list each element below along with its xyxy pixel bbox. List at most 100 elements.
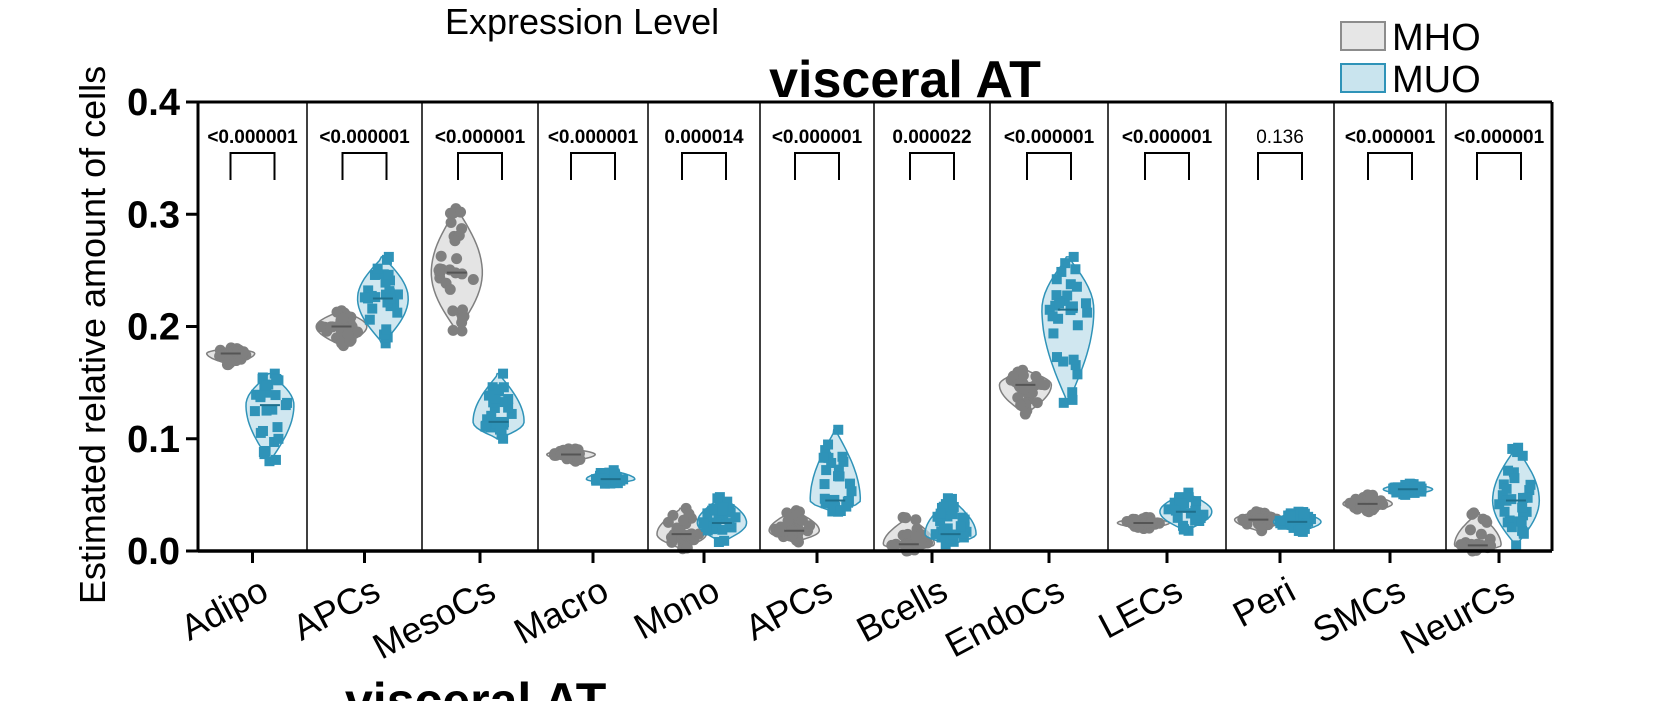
panel-mesocs: <0.000001 xyxy=(430,127,526,444)
point-mho xyxy=(774,525,786,537)
point-muo xyxy=(930,529,941,540)
point-muo xyxy=(259,449,270,460)
significance-bracket xyxy=(457,152,503,180)
point-muo xyxy=(1170,505,1181,516)
point-muo xyxy=(1409,487,1420,498)
point-muo xyxy=(1301,518,1312,529)
point-muo xyxy=(717,524,728,535)
y-axis: 0.0 0.1 0.2 0.3 0.4 xyxy=(127,82,200,573)
point-muo xyxy=(819,493,830,504)
point-muo xyxy=(1183,492,1194,503)
significance-bracket xyxy=(681,152,727,180)
point-muo xyxy=(1058,356,1069,367)
panel-adipo: <0.000001 xyxy=(205,127,298,467)
point-muo xyxy=(1060,258,1071,269)
point-muo xyxy=(730,512,741,523)
point-muo xyxy=(1178,524,1189,535)
point-muo xyxy=(948,501,959,512)
p-value-label: <0.000001 xyxy=(772,127,863,148)
point-muo xyxy=(380,338,391,349)
point-mho xyxy=(1237,513,1249,525)
point-muo xyxy=(506,408,517,419)
point-muo xyxy=(1067,394,1078,405)
point-muo xyxy=(833,464,844,475)
significance-bracket xyxy=(341,152,388,180)
panel-peri: 0.136 xyxy=(1233,127,1322,537)
point-muo xyxy=(1070,360,1081,371)
point-muo xyxy=(493,384,504,395)
point-muo xyxy=(707,524,718,535)
point-muo xyxy=(1499,506,1510,517)
point-muo xyxy=(1190,500,1201,511)
point-muo xyxy=(270,454,281,465)
point-muo xyxy=(1067,387,1078,398)
point-mho xyxy=(1031,397,1043,409)
point-mho xyxy=(325,321,337,333)
p-value-label: <0.000001 xyxy=(319,127,410,148)
point-muo xyxy=(272,422,283,433)
point-muo xyxy=(1274,515,1285,526)
panel-apcs: <0.000001 xyxy=(315,127,410,352)
point-muo xyxy=(503,402,514,413)
point-muo xyxy=(604,467,615,478)
panel-macro: <0.000001 xyxy=(545,127,639,489)
point-muo xyxy=(1525,479,1536,490)
point-muo xyxy=(844,478,855,489)
bottom-label: visceral AT xyxy=(345,673,606,701)
point-muo xyxy=(837,451,848,462)
point-muo xyxy=(1506,522,1517,533)
point-mho xyxy=(214,350,226,362)
point-muo xyxy=(380,277,391,288)
point-muo xyxy=(1062,290,1073,301)
point-muo xyxy=(818,452,829,463)
point-mho xyxy=(467,273,479,285)
point-muo xyxy=(495,424,506,435)
point-muo xyxy=(938,501,949,512)
x-tick-label: NeurCs xyxy=(1394,569,1521,662)
chart-title: visceral AT xyxy=(769,51,1041,109)
point-mho xyxy=(447,324,459,336)
point-muo xyxy=(938,524,949,535)
point-muo xyxy=(379,329,390,340)
point-mho xyxy=(1483,540,1495,552)
point-mho xyxy=(886,539,898,551)
point-muo xyxy=(609,468,620,479)
point-mho xyxy=(433,264,445,276)
point-muo xyxy=(1508,467,1519,478)
point-muo xyxy=(935,508,946,519)
point-muo xyxy=(959,514,970,525)
point-mho xyxy=(1015,399,1027,411)
point-muo xyxy=(1072,369,1083,380)
point-muo xyxy=(717,505,728,516)
point-mho xyxy=(451,253,463,265)
point-mho xyxy=(1017,369,1029,381)
point-mho xyxy=(569,447,581,459)
p-value-label: <0.000001 xyxy=(1122,127,1213,148)
p-value-label: <0.000001 xyxy=(1004,127,1095,148)
point-muo xyxy=(496,429,507,440)
point-muo xyxy=(1501,483,1512,494)
point-mho xyxy=(1018,383,1030,395)
significance-bracket xyxy=(229,152,276,180)
point-muo xyxy=(273,433,284,444)
point-muo xyxy=(819,479,830,490)
point-mho xyxy=(1121,515,1133,527)
point-muo xyxy=(372,263,383,274)
point-muo xyxy=(841,501,852,512)
point-muo xyxy=(1059,295,1070,306)
point-mho xyxy=(457,304,469,316)
point-mho xyxy=(1455,539,1467,551)
point-mho xyxy=(221,359,233,371)
significance-bracket xyxy=(1367,152,1413,180)
point-muo xyxy=(497,397,508,408)
point-muo xyxy=(1071,281,1082,292)
point-muo xyxy=(1176,498,1187,509)
panel-smcs: <0.000001 xyxy=(1342,127,1436,518)
point-muo xyxy=(1051,352,1062,363)
point-muo xyxy=(363,285,374,296)
point-muo xyxy=(369,269,380,280)
x-tick-label: EndoCs xyxy=(938,569,1070,665)
point-muo xyxy=(957,528,968,539)
point-mho xyxy=(342,328,354,340)
